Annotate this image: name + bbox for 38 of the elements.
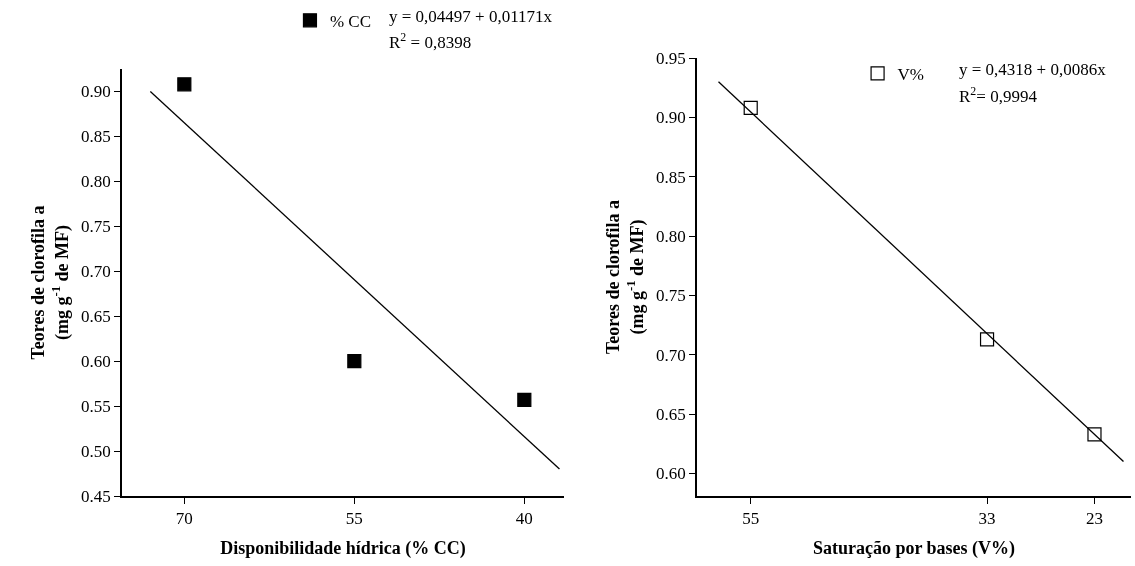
x-tick-label: 40 — [515, 509, 533, 529]
point — [979, 332, 995, 347]
y-tick-label: 0.75 — [656, 286, 686, 306]
y-tick-label: 0.50 — [81, 442, 111, 461]
point — [517, 392, 532, 407]
y-tick-label: 0.90 — [656, 108, 686, 128]
y-tick-label: 0.55 — [81, 397, 111, 417]
point — [347, 354, 362, 369]
text: y = 0,04497 + 0,01171x — [389, 7, 553, 26]
point — [177, 77, 192, 92]
y-tick-label: 0.70 — [81, 262, 111, 282]
y-tick-label: 0.85 — [81, 127, 111, 147]
annotation: R$^{2}$= 0,9994 — [959, 84, 1038, 107]
y-tick-label: 0.70 — [656, 345, 686, 365]
y-tick-label: 0.75 — [81, 217, 111, 237]
y-tick-label: 0.65 — [81, 307, 111, 327]
y-tick-label: 0.90 — [81, 82, 111, 102]
annotation: y = 0,4318 + 0,0086x — [959, 60, 1107, 79]
text: R$^{2}$ = 0,8398 — [389, 30, 472, 53]
y-tick-label: 0.65 — [656, 405, 686, 425]
x-axis-title: Disponibilidade hídrica (% CC) — [220, 537, 466, 559]
y-tick-label: 0.60 — [656, 464, 686, 484]
legend-label: % CC — [329, 11, 372, 31]
y-tick-label: 0.80 — [81, 172, 111, 192]
x-tick-label: 23 — [1085, 509, 1103, 529]
x-tick-label: 70 — [175, 509, 193, 529]
y-tick-label: 0.80 — [656, 227, 686, 246]
point — [743, 100, 758, 115]
x-tick-label: 55 — [345, 509, 363, 529]
y-tick-label: 0.45 — [81, 486, 111, 506]
x-axis-title: Saturação por bases (V%) — [812, 537, 1016, 559]
x-tick-label: 33 — [978, 509, 996, 529]
x-tick-label: 55 — [742, 509, 760, 529]
point — [1087, 427, 1102, 442]
legend-label: V% — [897, 64, 925, 84]
y-tick-label: 0.95 — [656, 48, 686, 68]
y-tick-label: 0.85 — [656, 167, 686, 187]
y-tick-label: 0.60 — [81, 352, 111, 372]
